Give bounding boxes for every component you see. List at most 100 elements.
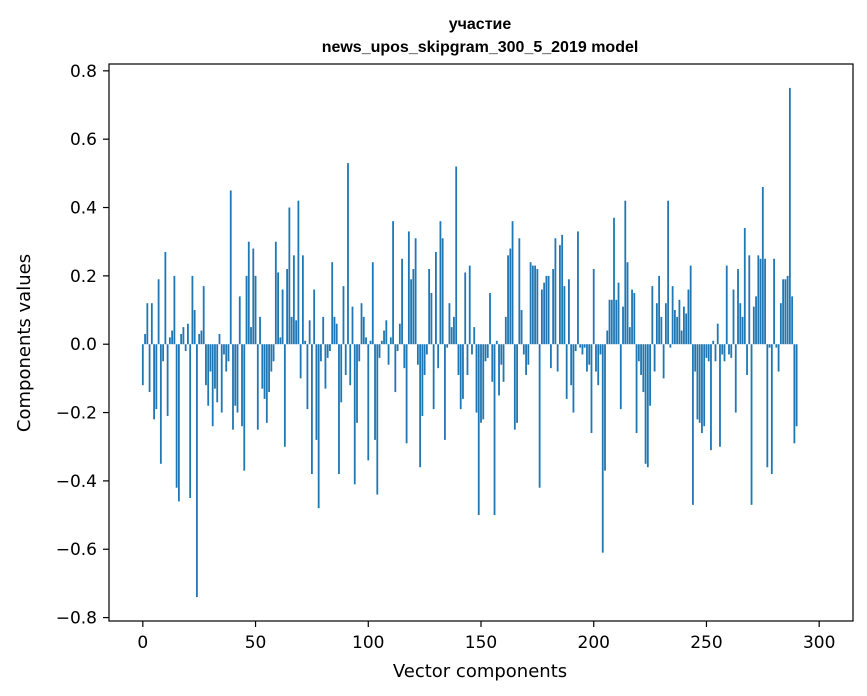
bar-252: [710, 344, 712, 451]
bar-31: [211, 344, 214, 427]
bar-46: [245, 275, 248, 345]
bar-126: [425, 344, 428, 355]
bar-113: [396, 344, 399, 352]
bar-79: [320, 344, 322, 362]
y-axis-label: Components values: [14, 254, 35, 432]
bar-289: [793, 344, 796, 444]
bar-200: [592, 269, 595, 345]
bar-80: [322, 316, 325, 345]
y-tick-label: 0.8: [70, 62, 97, 82]
bar-57: [270, 344, 273, 372]
bar-47: [247, 241, 250, 345]
x-tick-label: 100: [352, 633, 384, 653]
bar-157: [495, 340, 498, 345]
bar-140: [457, 344, 460, 375]
bar-206: [606, 330, 609, 345]
bar-274: [759, 258, 762, 345]
bar-9: [162, 344, 165, 362]
bar-8: [159, 344, 162, 464]
bar-154: [489, 292, 491, 345]
bar-247: [698, 344, 701, 423]
bar-10: [164, 251, 167, 345]
bar-66: [290, 316, 293, 345]
bar-238: [678, 299, 681, 345]
bar-236: [673, 310, 676, 345]
bar-36: [223, 344, 225, 355]
bar-37: [225, 344, 228, 372]
bar-201: [595, 344, 597, 372]
bar-228: [655, 303, 658, 345]
bar-255: [716, 323, 719, 345]
bar-181: [549, 344, 552, 369]
bar-244: [692, 344, 694, 505]
bar-64: [286, 269, 289, 345]
bar-69: [297, 200, 300, 345]
bar-180: [547, 275, 550, 345]
bar-188: [565, 344, 568, 399]
bar-2: [146, 303, 149, 345]
bar-108: [385, 320, 388, 345]
bar-270: [750, 344, 753, 505]
bar-59: [274, 241, 277, 345]
bar-283: [779, 303, 782, 345]
bar-190: [570, 344, 573, 386]
bar-103: [374, 344, 376, 440]
bar-215: [626, 262, 629, 345]
bar-115: [401, 258, 403, 345]
bar-189: [568, 279, 570, 345]
bar-12: [168, 337, 171, 345]
bar-85: [333, 316, 336, 345]
bar-39: [229, 190, 232, 345]
bar-192: [574, 344, 577, 352]
bar-63: [283, 344, 286, 447]
bar-273: [757, 255, 760, 345]
bar-88: [340, 344, 343, 403]
bar-74: [308, 320, 311, 345]
bar-225: [649, 344, 651, 406]
bar-146: [471, 344, 473, 355]
bar-184: [556, 344, 559, 372]
bar-277: [766, 344, 769, 468]
bar-107: [383, 330, 385, 345]
bar-168: [520, 310, 523, 345]
bar-170: [525, 344, 527, 375]
bar-240: [683, 306, 685, 345]
bar-124: [421, 344, 424, 416]
bar-68: [295, 320, 298, 345]
bar-272: [755, 296, 757, 345]
bar-11: [166, 344, 169, 416]
bar-76: [313, 289, 316, 345]
bar-141: [459, 344, 462, 410]
bar-28: [205, 344, 207, 386]
bar-75: [311, 344, 313, 475]
bar-23: [193, 310, 196, 345]
bar-86: [335, 323, 338, 345]
bar-248: [701, 344, 703, 434]
bar-1: [144, 333, 146, 345]
bar-253: [712, 340, 715, 345]
bar-144: [466, 344, 469, 375]
bar-257: [721, 344, 724, 355]
bar-6: [155, 344, 158, 410]
bar-224: [646, 344, 649, 468]
bar-159: [500, 344, 503, 365]
bar-90: [344, 344, 347, 375]
bar-112: [394, 344, 397, 393]
bar-264: [737, 269, 739, 345]
bar-81: [324, 344, 327, 389]
bar-89: [342, 286, 345, 345]
bar-105: [378, 344, 381, 358]
bar-135: [446, 344, 449, 348]
bar-116: [403, 344, 406, 369]
bar-197: [586, 344, 588, 372]
bar-56: [268, 344, 270, 393]
x-axis-ticks: 0 50 100 150 200 250 300: [137, 621, 835, 653]
bar-143: [464, 272, 467, 345]
bar-268: [746, 344, 748, 375]
bar-122: [416, 344, 419, 365]
bar-52: [259, 316, 261, 345]
bar-18: [182, 327, 185, 345]
bar-210: [615, 299, 618, 345]
bar-156: [493, 344, 496, 516]
bar-260: [728, 344, 730, 355]
